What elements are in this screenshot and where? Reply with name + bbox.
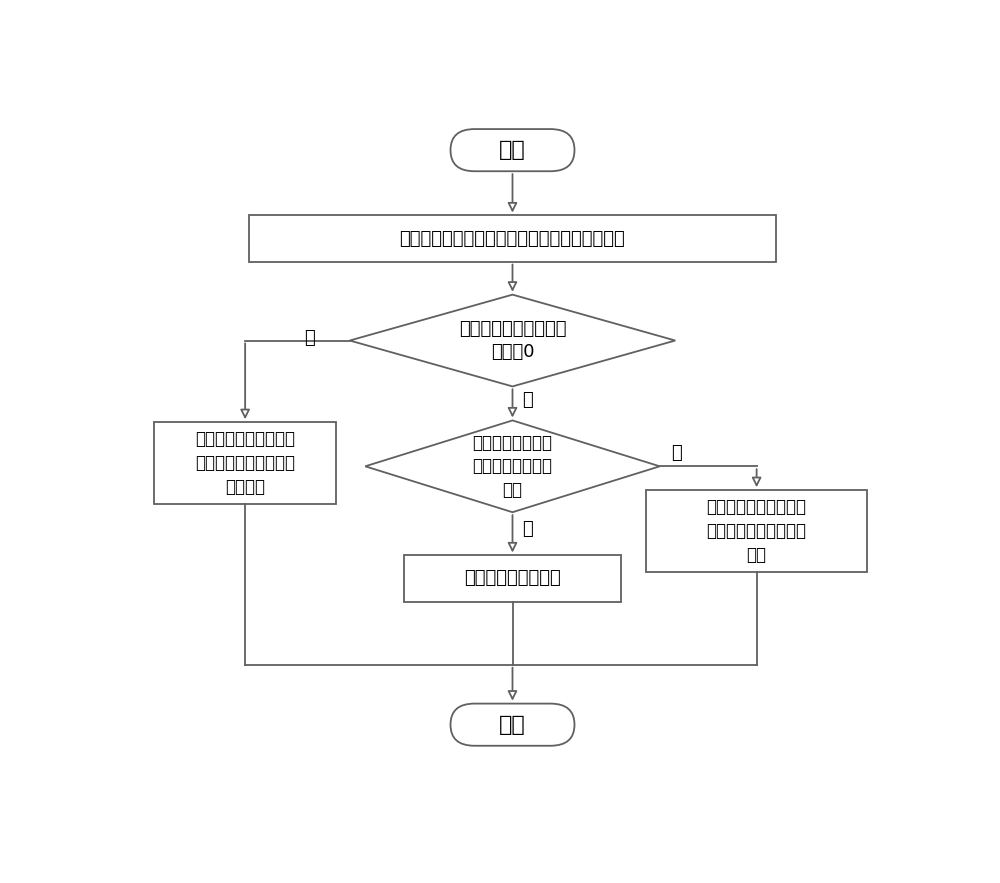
Text: 否: 否 (671, 444, 682, 462)
Text: 变压器中性点阻抗参数
是否为0: 变压器中性点阻抗参数 是否为0 (459, 320, 566, 361)
Text: 是: 是 (522, 520, 533, 538)
Text: 是: 是 (304, 329, 315, 348)
Bar (154, 422, 336, 503)
Bar (249, 215, 776, 261)
FancyBboxPatch shape (450, 704, 574, 746)
Polygon shape (365, 420, 660, 512)
Text: 获取变压器中性点阻抗参数和零序电流计算公式: 获取变压器中性点阻抗参数和零序电流计算公式 (400, 230, 625, 247)
Text: 否: 否 (522, 390, 533, 409)
Polygon shape (350, 295, 675, 387)
Text: 保持现有的零序参数: 保持现有的零序参数 (464, 570, 561, 587)
Text: 开始: 开始 (499, 140, 526, 160)
Bar (404, 555, 621, 601)
Text: 结束: 结束 (499, 714, 526, 735)
Bar (646, 490, 867, 571)
Text: 零序参数与零序参
数计算公式值是否
一致: 零序参数与零序参 数计算公式值是否 一致 (473, 434, 552, 499)
FancyBboxPatch shape (450, 129, 574, 171)
Text: 用零序参数计算公式的
计算值替换原有零序参
数值: 用零序参数计算公式的 计算值替换原有零序参 数值 (707, 498, 807, 563)
Text: 初始化零序参数，将零
序参数和正序参数设置
为同样值: 初始化零序参数，将零 序参数和正序参数设置 为同样值 (195, 430, 295, 495)
